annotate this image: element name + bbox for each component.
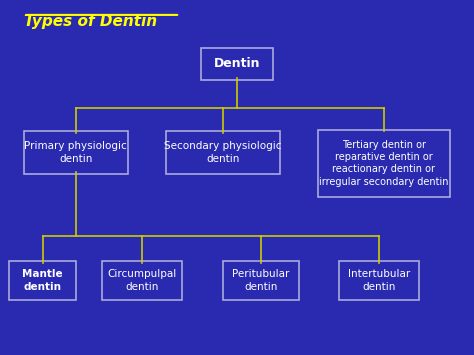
Text: Types of Dentin: Types of Dentin <box>24 14 157 29</box>
FancyBboxPatch shape <box>223 261 299 300</box>
Text: Circumpulpal
dentin: Circumpulpal dentin <box>108 269 177 292</box>
FancyBboxPatch shape <box>166 131 280 174</box>
FancyBboxPatch shape <box>9 261 76 300</box>
Text: Secondary physiologic
dentin: Secondary physiologic dentin <box>164 141 282 164</box>
FancyBboxPatch shape <box>201 48 273 80</box>
Text: Tertiary dentin or
reparative dentin or
reactionary dentin or
irregular secondar: Tertiary dentin or reparative dentin or … <box>319 140 449 187</box>
Text: Peritubular
dentin: Peritubular dentin <box>232 269 290 292</box>
FancyBboxPatch shape <box>339 261 419 300</box>
Text: Intertubular
dentin: Intertubular dentin <box>348 269 410 292</box>
FancyBboxPatch shape <box>24 131 128 174</box>
Text: Primary physiologic
dentin: Primary physiologic dentin <box>25 141 127 164</box>
FancyBboxPatch shape <box>318 130 450 197</box>
Text: Mantle
dentin: Mantle dentin <box>22 269 63 292</box>
FancyBboxPatch shape <box>102 261 182 300</box>
Text: Dentin: Dentin <box>214 58 260 70</box>
